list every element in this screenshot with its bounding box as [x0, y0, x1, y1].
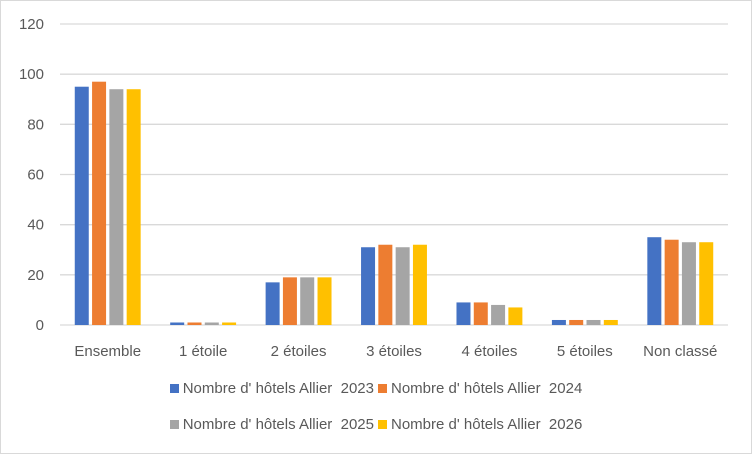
bar — [395, 247, 410, 325]
x-category-label: 4 étoiles — [461, 343, 517, 360]
x-category-label: Non classé — [643, 343, 717, 360]
bar — [603, 319, 618, 325]
legend-label: Nombre d' hôtels Allier 2026 — [391, 416, 583, 433]
legend-row-2: Nombre d' hôtels Allier 2025 Nombre d' h… — [0, 416, 752, 433]
legend-item-2026: Nombre d' hôtels Allier 2026 — [378, 416, 582, 433]
bar — [300, 277, 315, 325]
legend-swatch-icon — [378, 420, 387, 429]
legend-label: Nombre d' hôtels Allier 2025 — [182, 416, 374, 433]
x-category-label: 2 étoiles — [271, 343, 327, 360]
bar — [170, 322, 185, 325]
bar — [109, 89, 124, 325]
legend-swatch-icon — [169, 420, 179, 429]
bar — [204, 322, 219, 325]
x-category-label: 3 étoiles — [366, 343, 422, 360]
bar — [187, 322, 202, 325]
bar — [282, 277, 297, 325]
legend-item-2023: Nombre d' hôtels Allier 2023 — [169, 380, 374, 397]
legend-swatch-icon — [378, 384, 387, 393]
y-tick-label: 120 — [19, 16, 44, 33]
bar — [551, 319, 566, 325]
y-tick-label: 100 — [19, 66, 44, 83]
y-tick-label: 0 — [36, 317, 44, 334]
legend-label: Nombre d' hôtels Allier 2023 — [182, 380, 374, 397]
bar — [378, 244, 393, 325]
bar — [586, 319, 601, 325]
bar — [265, 282, 280, 325]
x-category-label: Ensemble — [74, 343, 141, 360]
bar — [491, 304, 506, 325]
bar — [699, 242, 714, 325]
bar — [412, 244, 427, 325]
bar — [92, 81, 107, 325]
x-category-label: 1 étoile — [179, 343, 227, 360]
legend-row-1: Nombre d' hôtels Allier 2023 Nombre d' h… — [0, 380, 752, 397]
bar — [456, 302, 471, 325]
legend-item-2025: Nombre d' hôtels Allier 2025 — [169, 416, 374, 433]
legend-label: Nombre d' hôtels Allier 2024 — [391, 380, 583, 397]
bar — [222, 322, 237, 325]
bar — [647, 237, 662, 325]
bar — [317, 277, 332, 325]
bar — [681, 242, 696, 325]
bar — [126, 89, 141, 325]
bar — [361, 247, 376, 325]
y-tick-label: 20 — [27, 267, 44, 284]
y-tick-label: 60 — [27, 167, 44, 184]
bar — [74, 86, 89, 325]
bar — [569, 319, 584, 325]
y-tick-label: 80 — [27, 116, 44, 133]
x-category-label: 5 étoiles — [557, 343, 613, 360]
bar — [664, 239, 679, 325]
y-tick-label: 40 — [27, 217, 44, 234]
legend-item-2024: Nombre d' hôtels Allier 2024 — [378, 380, 582, 397]
bar — [473, 302, 488, 325]
legend-swatch-icon — [169, 384, 179, 393]
bar — [508, 307, 523, 325]
